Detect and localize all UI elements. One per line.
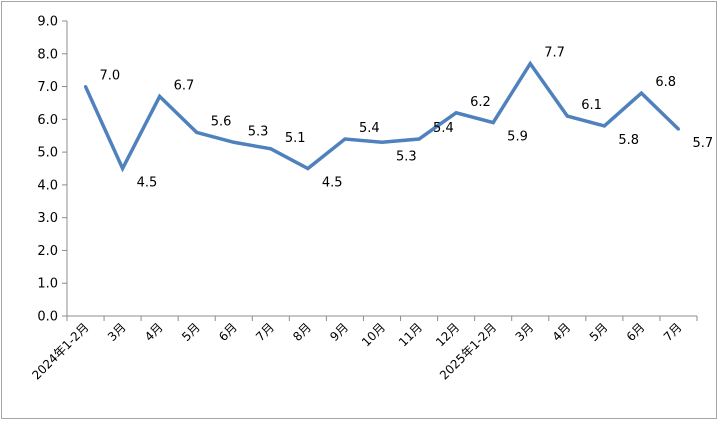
data-label: 6.1	[581, 98, 602, 113]
data-point	[565, 114, 569, 118]
y-tick-label: 9.0	[37, 15, 58, 30]
data-label: 5.3	[396, 149, 417, 164]
data-point	[121, 167, 125, 170]
data-label: 6.8	[655, 75, 676, 90]
data-label: 5.7	[692, 136, 713, 151]
x-tick-label: 5月	[179, 320, 203, 344]
data-label: 5.6	[211, 114, 232, 129]
data-point	[84, 85, 88, 89]
data-point	[343, 137, 347, 141]
data-label: 6.7	[174, 78, 195, 93]
data-label: 5.1	[285, 131, 306, 146]
y-tick-label: 7.0	[37, 80, 58, 95]
y-tick-label: 8.0	[37, 47, 58, 62]
data-point	[269, 147, 273, 151]
y-tick-label: 0.0	[37, 310, 58, 325]
data-label: 5.4	[359, 121, 380, 136]
x-tick-label: 4月	[550, 320, 574, 344]
data-label: 5.4	[433, 121, 454, 136]
x-tick-label: 11月	[396, 320, 425, 349]
data-label: 7.7	[544, 46, 565, 61]
x-tick-label: 3月	[105, 320, 129, 344]
x-tick-label: 5月	[587, 320, 611, 344]
data-point	[158, 94, 162, 98]
x-tick-label: 10月	[359, 320, 388, 349]
data-point	[528, 62, 532, 66]
x-tick-label: 7月	[253, 320, 277, 344]
x-tick-label: 8月	[290, 320, 314, 344]
data-label: 7.0	[100, 69, 121, 84]
data-point	[454, 111, 458, 115]
x-tick-label: 9月	[327, 320, 351, 344]
x-tick-label: 6月	[624, 320, 648, 344]
data-point	[676, 127, 680, 131]
data-label: 6.2	[470, 95, 491, 110]
data-label: 4.5	[322, 176, 343, 191]
y-tick-label: 2.0	[37, 244, 58, 259]
x-tick-label: 4月	[142, 320, 166, 344]
data-point	[380, 140, 384, 144]
y-tick-label: 3.0	[37, 211, 58, 226]
data-point	[491, 121, 495, 125]
x-tick-label: 3月	[513, 320, 537, 344]
data-label: 5.8	[618, 133, 639, 148]
data-label: 5.9	[507, 130, 528, 145]
data-point	[306, 167, 310, 170]
data-point	[639, 91, 643, 95]
x-tick-label: 6月	[216, 320, 240, 344]
data-point	[417, 137, 421, 141]
data-label: 4.5	[137, 176, 158, 191]
x-tick-label: 12月	[433, 320, 462, 349]
y-tick-label: 4.0	[37, 178, 58, 193]
data-label: 5.3	[248, 124, 269, 139]
data-point	[195, 130, 199, 134]
data-point	[602, 124, 606, 128]
data-point	[232, 140, 236, 144]
x-tick-label: 7月	[661, 320, 685, 344]
y-tick-label: 6.0	[37, 113, 58, 128]
x-tick-label: 2024年1-2月	[29, 320, 91, 382]
y-tick-label: 5.0	[37, 146, 58, 161]
y-tick-label: 1.0	[37, 277, 58, 292]
